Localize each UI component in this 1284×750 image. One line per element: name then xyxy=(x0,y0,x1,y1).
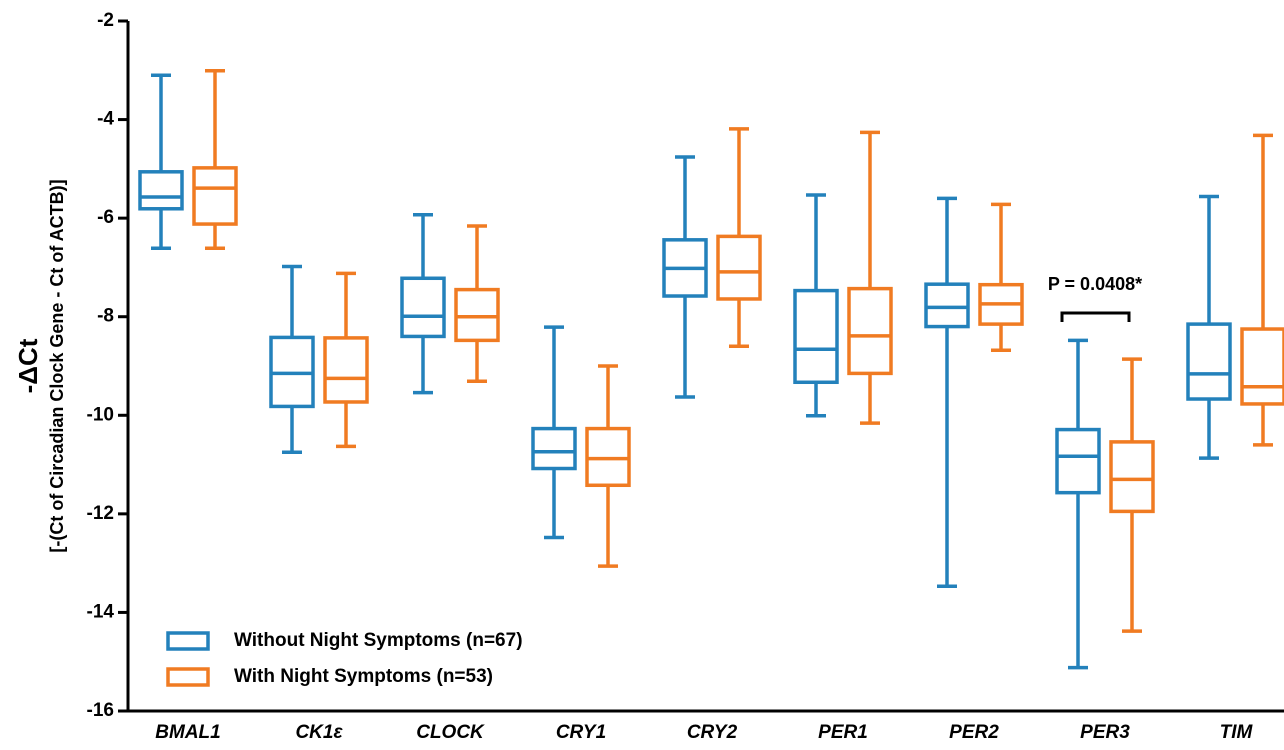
legend-label: Without Night Symptoms (n=67) xyxy=(234,630,523,651)
box xyxy=(1055,427,1101,495)
x-tick-label: CLOCK xyxy=(416,722,485,743)
box xyxy=(924,282,970,329)
box xyxy=(1109,440,1155,514)
legend-label: With Night Symptoms (n=53) xyxy=(234,666,493,687)
legend-swatch xyxy=(166,631,210,651)
box xyxy=(192,166,238,226)
y-tick-label: -12 xyxy=(87,503,114,524)
y-tick-label: -16 xyxy=(87,700,114,721)
annotation: P = 0.0408* xyxy=(1048,274,1142,294)
box xyxy=(323,336,369,404)
y-tick-label: -4 xyxy=(97,109,114,130)
y-axis-subtitle: [-(Ct of Circadian Clock Gene - Ct of AC… xyxy=(47,179,67,552)
y-axis-title: -ΔCt xyxy=(13,338,43,393)
box xyxy=(716,234,762,301)
x-tick-label: BMAL1 xyxy=(155,722,220,743)
x-tick-label: TIM xyxy=(1220,722,1254,743)
x-tick-label: PER2 xyxy=(949,722,999,743)
box xyxy=(138,170,184,211)
y-tick-label: -10 xyxy=(87,404,114,425)
box xyxy=(400,276,446,339)
box xyxy=(531,426,577,471)
y-tick-label: -2 xyxy=(97,10,114,31)
x-tick-label: CK1ε xyxy=(295,722,343,743)
y-tick-label: -14 xyxy=(87,601,115,622)
box xyxy=(1240,327,1284,406)
box xyxy=(793,288,839,385)
x-tick-label: CRY1 xyxy=(556,722,606,743)
y-tick-label: -8 xyxy=(97,306,114,327)
x-tick-label: PER3 xyxy=(1080,722,1130,743)
y-tick-label: -6 xyxy=(97,207,114,228)
x-tick-label: CRY2 xyxy=(687,722,738,743)
box xyxy=(1186,322,1232,401)
legend-swatch xyxy=(166,667,210,687)
significance-bracket xyxy=(1060,311,1131,322)
box xyxy=(847,286,893,376)
x-tick-label: PER1 xyxy=(818,722,868,743)
